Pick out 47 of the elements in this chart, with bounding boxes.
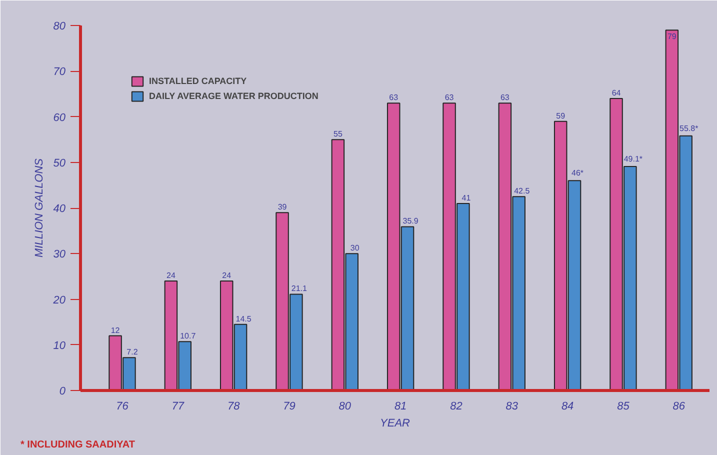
data-label: 46* bbox=[572, 168, 584, 178]
y-tick-label: 20 bbox=[52, 294, 66, 306]
y-tick-label: 0 bbox=[59, 386, 66, 398]
legend-label: INSTALLED CAPACITY bbox=[149, 76, 247, 86]
legend-label: DAILY AVERAGE WATER PRODUCTION bbox=[149, 91, 318, 101]
data-label: 63 bbox=[500, 93, 510, 102]
x-tick-label: 85 bbox=[617, 400, 630, 412]
data-label: 35.9 bbox=[402, 216, 419, 226]
data-label: 63 bbox=[444, 93, 454, 102]
data-label: 7.2 bbox=[126, 348, 138, 357]
x-tick-label: 81 bbox=[394, 400, 407, 412]
y-axis-title: MILLION GALLONS bbox=[33, 158, 46, 258]
data-label: 63 bbox=[389, 93, 399, 102]
y-tick-label: 60 bbox=[53, 112, 66, 124]
data-label: 79 bbox=[667, 32, 677, 42]
x-tick-label: 76 bbox=[116, 400, 130, 412]
data-label: 64 bbox=[612, 88, 622, 98]
y-tick-label: 70 bbox=[53, 66, 66, 78]
data-label: 14.5 bbox=[236, 314, 252, 324]
x-tick-label: 86 bbox=[672, 400, 686, 412]
y-tick-label: 30 bbox=[53, 248, 66, 261]
x-tick-label: 78 bbox=[227, 400, 241, 412]
x-tick-label: 82 bbox=[450, 400, 462, 412]
text: * INCLUDING SAADIYAT bbox=[20, 440, 135, 450]
y-tick-label: 40 bbox=[53, 203, 66, 215]
x-tick-label: 77 bbox=[172, 400, 185, 412]
data-label: 42.5 bbox=[514, 186, 530, 196]
x-axis-title: YEAR bbox=[380, 418, 410, 430]
data-label: 10.7 bbox=[180, 332, 196, 341]
data-label: 59 bbox=[556, 111, 566, 120]
data-label: 21.1 bbox=[291, 284, 308, 294]
y-tick-label: 80 bbox=[53, 20, 66, 32]
data-label: 55.8* bbox=[680, 124, 698, 133]
y-tick-label: 50 bbox=[53, 157, 66, 170]
y-tick-label: 10 bbox=[53, 340, 66, 352]
data-label: 55 bbox=[333, 130, 343, 139]
data-label: 24 bbox=[166, 271, 176, 280]
x-tick-label: 83 bbox=[506, 400, 519, 412]
data-label: 49.1* bbox=[624, 154, 643, 164]
data-label: 24 bbox=[222, 271, 232, 280]
data-label: 39 bbox=[278, 202, 288, 212]
x-tick-label: 79 bbox=[283, 400, 296, 412]
x-tick-label: 80 bbox=[338, 400, 352, 412]
data-label: 12 bbox=[110, 326, 120, 335]
x-tick-label: 84 bbox=[561, 400, 574, 412]
data-label: 41 bbox=[462, 193, 472, 202]
data-label: 30 bbox=[350, 244, 360, 253]
